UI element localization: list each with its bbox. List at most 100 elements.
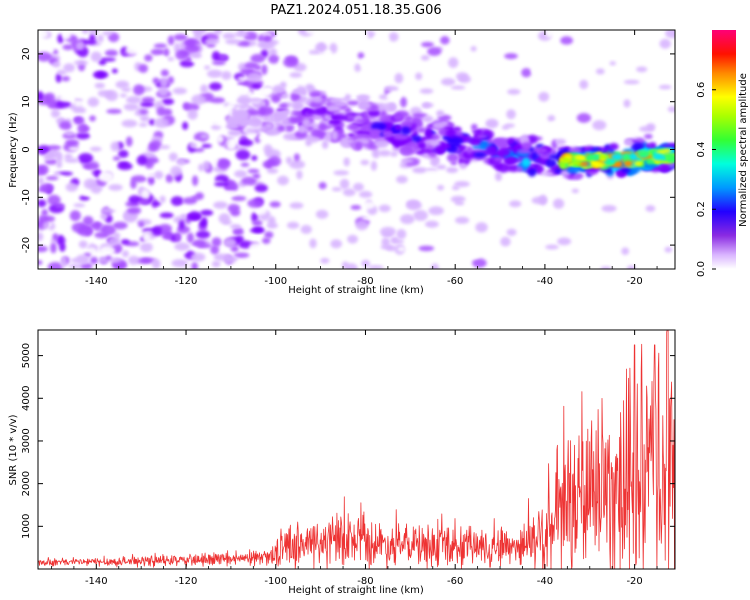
spectrum-blob bbox=[150, 140, 162, 150]
spectrum-blob bbox=[531, 66, 546, 76]
x-tick-label: -120 bbox=[175, 276, 198, 287]
spectrum-blob bbox=[388, 32, 399, 42]
x-tick-label: -140 bbox=[85, 276, 108, 287]
spectrum-blob bbox=[110, 141, 120, 152]
spectrum-blob bbox=[139, 109, 148, 115]
spectrum-blob bbox=[406, 200, 422, 211]
spectrum-ridge-blob bbox=[436, 164, 447, 170]
spectrum-blob bbox=[252, 219, 263, 227]
spectrum-blob bbox=[333, 170, 350, 176]
spectrum-ridge-blob bbox=[432, 121, 445, 130]
spectrum-ridge-blob bbox=[388, 102, 397, 112]
spectrum-blob bbox=[74, 97, 83, 103]
spectrum-blob bbox=[176, 207, 191, 213]
spectrum-blob bbox=[469, 251, 481, 259]
spectrum-blob bbox=[206, 69, 223, 78]
spectrum-ridge-blob bbox=[446, 153, 459, 163]
spectrum-blob bbox=[227, 203, 240, 213]
spectrum-blob bbox=[221, 71, 232, 80]
spectrum-ridge-blob bbox=[323, 133, 332, 142]
spectrum-ridge-blob bbox=[428, 151, 438, 158]
spectrum-ridge-blob bbox=[323, 114, 331, 121]
spectrum-blob bbox=[553, 198, 565, 209]
spectrum-blob bbox=[268, 48, 278, 56]
spectrum-blob bbox=[57, 171, 74, 176]
spectrum-blob bbox=[47, 194, 61, 206]
spectrum-blob bbox=[144, 172, 158, 178]
spectrum-blob bbox=[78, 107, 87, 114]
spectrum-blob bbox=[315, 209, 329, 219]
spectrum-blob bbox=[75, 254, 90, 265]
spectrum-blob bbox=[639, 125, 655, 133]
spectrum-blob bbox=[119, 93, 127, 98]
spectrum-blob bbox=[390, 188, 405, 194]
spectrum-blob bbox=[506, 228, 517, 236]
spectrum-blob bbox=[261, 64, 268, 75]
spectrum-blob bbox=[644, 133, 653, 140]
spectrum-blob bbox=[170, 196, 184, 207]
spectrum-blob bbox=[58, 231, 72, 237]
spectrum-ridge-blob bbox=[362, 110, 369, 121]
spectrum-blob bbox=[400, 214, 415, 225]
spectrum-blob bbox=[251, 212, 259, 223]
spectrum-ridge-blob bbox=[318, 82, 332, 90]
spectrum-blob bbox=[195, 230, 211, 239]
spectrum-blob bbox=[68, 263, 82, 269]
spectrum-blob bbox=[167, 57, 175, 62]
spectrum-blob bbox=[361, 259, 371, 268]
spectrum-blob bbox=[118, 149, 129, 158]
spectrum-core-blob bbox=[574, 155, 587, 161]
spectrum-core-blob bbox=[623, 160, 633, 167]
spectrum-blob bbox=[300, 224, 312, 234]
spectrum-ridge-blob bbox=[370, 122, 387, 131]
spectrum-blob bbox=[373, 34, 389, 42]
spectrum-ridge-blob bbox=[424, 128, 432, 137]
spectrum-blob bbox=[61, 76, 70, 82]
spectrum-blob bbox=[357, 52, 365, 59]
spectrum-blob bbox=[665, 30, 675, 39]
spectrum-blob bbox=[241, 176, 257, 186]
spectrum-blob bbox=[347, 234, 359, 244]
spectrum-ridge-blob bbox=[568, 146, 582, 155]
spectrum-blob bbox=[421, 41, 434, 48]
spectrum-ridge-blob bbox=[386, 92, 401, 101]
spectrum-blob bbox=[123, 103, 139, 111]
spectrum-blob bbox=[82, 164, 92, 169]
spectrum-blob bbox=[173, 33, 188, 41]
spectrum-blob bbox=[213, 119, 229, 127]
spectrum-blob bbox=[55, 100, 71, 109]
spectrum-blob bbox=[262, 246, 272, 258]
spectrum-blob bbox=[141, 96, 155, 104]
spectrum-blob bbox=[237, 30, 246, 36]
spectrum-ridge-blob bbox=[288, 83, 299, 90]
spectrum-blob bbox=[50, 109, 61, 118]
spectrum-blob bbox=[486, 176, 499, 188]
spectrum-blob bbox=[64, 153, 73, 160]
spectrum-ridge-blob bbox=[273, 110, 289, 121]
spectrum-ridge-blob bbox=[527, 168, 537, 177]
spectrum-blob bbox=[181, 178, 195, 188]
spectrum-blob bbox=[38, 199, 47, 208]
spectrum-blob bbox=[38, 260, 43, 265]
spectrum-ridge-blob bbox=[313, 97, 323, 103]
spectrum-blob bbox=[168, 152, 178, 162]
spectrum-blob bbox=[81, 30, 89, 34]
spectrum-blob bbox=[175, 49, 189, 60]
spectrum-ridge-blob bbox=[537, 151, 553, 161]
spectrum-ridge-blob bbox=[495, 162, 511, 173]
spectrum-ridge-blob bbox=[379, 109, 387, 118]
spectrum-blob bbox=[57, 234, 65, 246]
spectrum-ridge-blob bbox=[227, 118, 239, 128]
spectrum-blob bbox=[108, 236, 121, 246]
spectrum-blob bbox=[254, 205, 267, 216]
spectrum-ridge-blob bbox=[436, 110, 445, 117]
spectrum-blob bbox=[330, 239, 342, 249]
spectrum-blob bbox=[621, 247, 630, 256]
spectrum-ridge-blob bbox=[470, 123, 478, 131]
spectrum-ridge-blob bbox=[327, 146, 336, 157]
spectrum-ridge-blob bbox=[258, 106, 266, 115]
spectrum-blob bbox=[361, 215, 375, 221]
spectrum-blob bbox=[431, 263, 439, 269]
snr-y-axis: 1000 2000 3000 4000 5000 bbox=[21, 343, 675, 539]
spectrum-blob bbox=[437, 184, 445, 191]
